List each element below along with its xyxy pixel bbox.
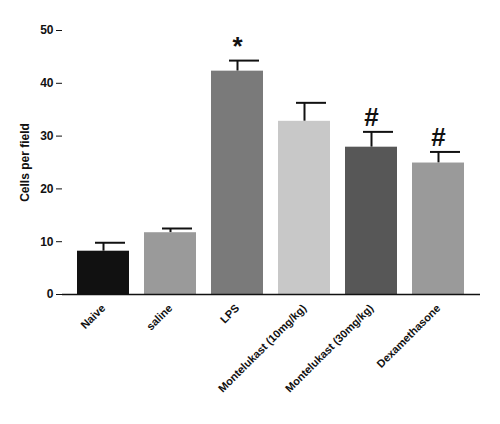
svg-text:#: # — [431, 122, 446, 152]
svg-text:10: 10 — [40, 235, 54, 249]
svg-text:saline: saline — [144, 302, 175, 333]
svg-text:Montelukast (30mg/kg): Montelukast (30mg/kg) — [283, 302, 376, 395]
svg-text:*: * — [232, 31, 243, 61]
svg-text:Cells per field: Cells per field — [18, 123, 32, 202]
svg-text:0: 0 — [47, 287, 54, 301]
svg-text:Montelukast (10mg/kg): Montelukast (10mg/kg) — [215, 301, 309, 395]
svg-text:50: 50 — [40, 23, 54, 37]
svg-text:20: 20 — [40, 182, 54, 196]
svg-text:Naive: Naive — [78, 302, 107, 331]
svg-text:40: 40 — [40, 76, 54, 90]
svg-text:Dexamethasone: Dexamethasone — [374, 302, 442, 370]
svg-text:#: # — [364, 102, 379, 132]
svg-text:LPS: LPS — [218, 302, 242, 326]
svg-text:30: 30 — [40, 129, 54, 143]
